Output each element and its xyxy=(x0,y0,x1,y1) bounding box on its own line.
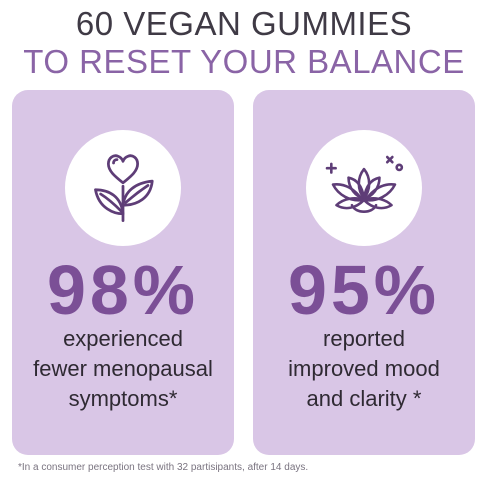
stat-description: experienced fewer menopausal symptoms* xyxy=(12,324,234,414)
stat-description: reported improved mood and clarity * xyxy=(253,324,475,414)
stat-description-line: fewer menopausal xyxy=(33,356,213,381)
icon-badge xyxy=(306,130,422,246)
stat-description-line: experienced xyxy=(63,326,183,351)
stat-value: 98% xyxy=(46,251,200,329)
stat-description-line: improved mood xyxy=(288,356,440,381)
icon-badge xyxy=(65,130,181,246)
headline-line-2: TO RESET YOUR BALANCE xyxy=(23,43,465,80)
stat-value: 95% xyxy=(287,251,441,329)
stat-description-line: symptoms* xyxy=(68,386,178,411)
footnote: *In a consumer perception test with 32 p… xyxy=(18,462,309,473)
stat-description-line: and clarity * xyxy=(306,386,422,411)
headline-line-1: 60 VEGAN GUMMIES xyxy=(75,5,413,42)
stat-card-symptoms: 98% experienced fewer menopausal symptom… xyxy=(12,90,234,455)
stat-card-mood: 95% reported improved mood and clarity * xyxy=(253,90,475,455)
stat-description-line: reported xyxy=(323,326,405,351)
lotus-icon xyxy=(325,155,404,213)
heart-leaves-icon xyxy=(94,154,154,223)
